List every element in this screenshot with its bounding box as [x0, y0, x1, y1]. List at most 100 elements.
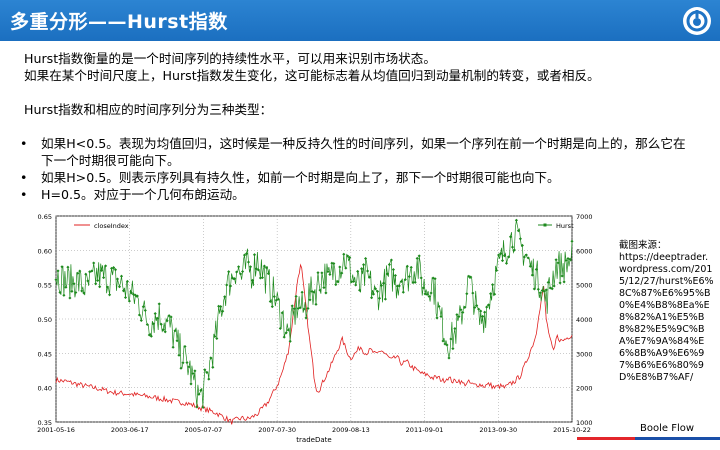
hurst-point — [526, 256, 530, 260]
x-tick-label: 2003-06-17 — [111, 426, 149, 434]
bullet-h-less: 如果H<0.5。表现为均值回归，这时候是一种反持久性的时间序列，如果一个序列在前… — [20, 135, 694, 169]
intro-line-1: Hurst指数衡量的是一个时间序列的持续性水平，可以用来识别市场状态。 — [24, 51, 436, 66]
hurst-point — [117, 285, 122, 289]
hurst-point — [185, 361, 189, 365]
accent-bar-blue — [635, 437, 720, 440]
hurst-point — [536, 287, 540, 291]
hurst-point — [60, 265, 64, 269]
hurst-point — [282, 335, 286, 339]
y-left-tick-label: 0.50 — [38, 316, 52, 324]
accent-bar-red — [577, 437, 635, 440]
hurst-point — [449, 337, 453, 341]
y-right-tick-label: 7000 — [576, 213, 593, 221]
hurst-point — [544, 288, 548, 292]
x-tick-label: 2005-07-07 — [185, 426, 223, 434]
hurst-point — [197, 392, 201, 396]
hurst-point — [338, 265, 342, 269]
slide-header: 多重分形——Hurst指数 — [0, 0, 720, 41]
y-right-tick-label: 6000 — [576, 247, 593, 255]
brand-name: Boole Flow — [640, 423, 695, 434]
x-axis-label: tradeDate — [296, 436, 331, 444]
hurst-point — [429, 291, 433, 295]
hurst-point — [98, 285, 102, 289]
y-left-tick-label: 0.65 — [38, 213, 52, 221]
logo-icon — [686, 10, 708, 32]
hurst-point — [399, 279, 403, 284]
y-left-tick-label: 0.35 — [38, 419, 52, 427]
hurst-point — [354, 283, 358, 287]
y-left-tick-label: 0.60 — [38, 247, 52, 255]
x-tick-label: 2001-05-16 — [37, 426, 75, 434]
slide-body: Hurst指数衡量的是一个时间序列的持续性水平，可以用来识别市场状态。 如果在某… — [20, 50, 694, 203]
hurst-point — [223, 295, 227, 299]
hurst-point — [516, 229, 520, 233]
hurst-point — [560, 274, 564, 278]
x-tick-label: 2009-08-13 — [332, 426, 370, 434]
y-left-tick-label: 0.55 — [38, 282, 52, 290]
intro-line-2: 如果在某个时间尺度上，Hurst指数发生变化，这可能标志着从均值回归到动量机制的… — [24, 68, 600, 83]
slide-title: 多重分形——Hurst指数 — [10, 11, 228, 33]
hurst-point — [252, 253, 257, 257]
hurst-point — [217, 304, 221, 308]
legend-label-hurst: Hurst — [556, 222, 574, 230]
y-right-tick-label: 2000 — [576, 385, 593, 393]
hurst-point — [411, 280, 415, 285]
hurst-point — [183, 344, 187, 349]
hurst-point — [302, 307, 306, 311]
y-right-tick-label: 3000 — [576, 350, 593, 358]
hurst-point — [552, 284, 556, 288]
source-url: https://deeptrader.wordpress.com/2015/12… — [619, 252, 714, 383]
hurst-point — [78, 269, 82, 273]
hurst-point — [364, 256, 368, 261]
y-right-tick-label: 4000 — [576, 316, 593, 324]
legend-marker-hurst — [543, 223, 547, 227]
hurst-point — [342, 252, 346, 256]
hurst-point — [205, 370, 209, 375]
hurst-point — [538, 291, 542, 295]
series-closeindex — [55, 263, 573, 425]
hurst-point — [193, 369, 197, 373]
hurst-point — [72, 282, 76, 286]
hurst-point — [113, 268, 118, 272]
y-left-tick-label: 0.45 — [38, 350, 52, 358]
hurst-chart: 0.35 0.40 0.45 0.50 0.55 0.60 0.65 1000 2000 3000… — [37, 213, 593, 444]
hurst-point — [244, 252, 249, 256]
hurst-point — [512, 248, 516, 252]
hurst-point — [66, 265, 70, 269]
y-left-tick-label: 0.40 — [38, 385, 52, 393]
hurst-point — [473, 305, 477, 310]
hurst-point — [389, 258, 393, 262]
hurst-point — [570, 239, 574, 243]
hurst-point — [514, 218, 518, 222]
hurst-point — [151, 322, 155, 326]
hurst-point — [177, 353, 181, 357]
hurst-point — [518, 237, 522, 241]
bullet-h-equal: H=0.5。对应于一个几何布朗运动。 — [20, 186, 694, 203]
hurst-point — [175, 339, 179, 343]
hurst-point — [159, 322, 163, 326]
hurst-point — [207, 377, 211, 381]
x-tick-label: 2011-09-01 — [406, 426, 444, 434]
hurst-point — [546, 280, 550, 284]
hurst-point — [379, 283, 384, 288]
hurst-point — [119, 274, 124, 278]
hurst-point — [520, 243, 524, 247]
hurst-point — [199, 388, 203, 392]
x-tick-label: 2013-09-30 — [479, 426, 517, 434]
hurst-point — [179, 366, 183, 370]
hurst-point — [64, 285, 68, 289]
y-right-tick-label: 5000 — [576, 282, 593, 290]
hurst-point — [163, 330, 167, 334]
x-tick-label: 2015-10-22 — [553, 426, 591, 434]
types-heading: Hurst指数和相应的时间序列分为三种类型： — [24, 102, 273, 117]
hurst-point — [54, 278, 58, 282]
hurst-point — [346, 254, 350, 258]
y-right-tick-label: 1000 — [576, 419, 593, 427]
hurst-point — [155, 316, 159, 320]
hurst-point — [524, 253, 528, 257]
x-tick-label: 2007-07-30 — [258, 426, 296, 434]
company-logo — [683, 7, 711, 35]
hurst-point — [393, 273, 397, 278]
hurst-point — [550, 287, 554, 291]
legend-label-closeindex: closeIndex — [94, 222, 129, 230]
